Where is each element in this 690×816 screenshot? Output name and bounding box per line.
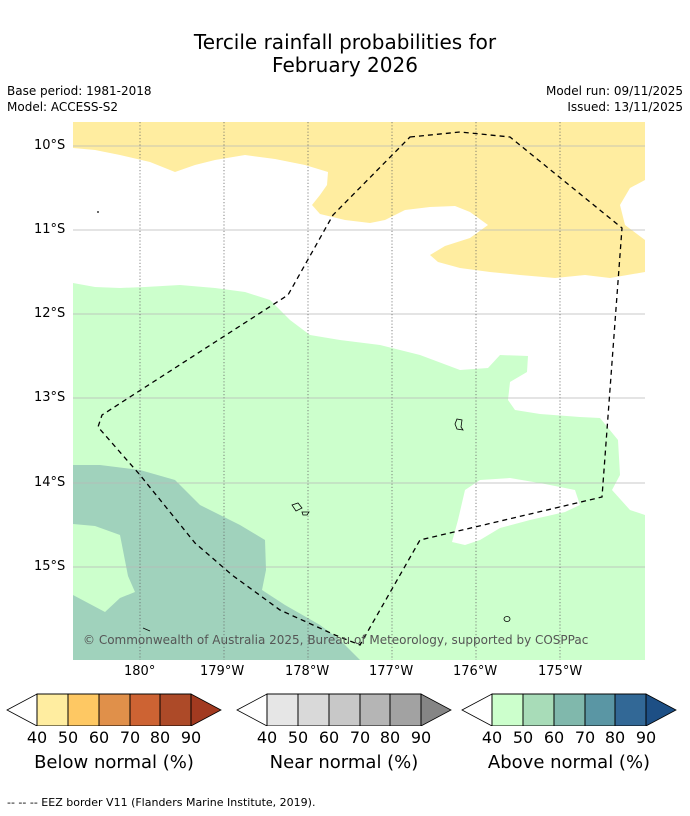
map-title: Tercile rainfall probabilities for Febru…: [0, 31, 690, 77]
tick-label: 50: [287, 728, 309, 747]
region-below-normal: [73, 122, 645, 278]
lat-gridlines: [73, 145, 645, 568]
legend-near-caption: Near normal (%): [269, 752, 419, 773]
tick-label: 50: [57, 728, 79, 747]
meta-right: Model run: 09/11/2025 Issued: 13/11/2025: [546, 83, 683, 115]
islet-dot: [97, 211, 99, 213]
islands: [142, 418, 511, 632]
title-line-2: February 2026: [272, 53, 418, 77]
legend-below-normal: 40 50 60 70 80 90 Below normal (%): [6, 690, 222, 773]
tick-label: 90: [410, 728, 432, 747]
tick-label: 60: [318, 728, 340, 747]
eez-footnote: -- -- -- EEZ border V11 (Flanders Marine…: [7, 796, 316, 809]
colorbar-near-swatch-80: [389, 693, 422, 727]
tick-label: 40: [26, 728, 48, 747]
title-line-1: Tercile rainfall probabilities for: [193, 30, 497, 54]
lat-label-15s: 15°S: [34, 559, 66, 574]
colorbar-above-swatch-70: [584, 693, 616, 727]
lat-label-14s: 14°S: [34, 475, 66, 490]
map-plot: [73, 122, 645, 660]
colorbar-near-swatch-60: [328, 693, 361, 727]
meta-left: Base period: 1981-2018 Model: ACCESS-S2: [7, 83, 152, 115]
colorbar-above-swatch-60: [553, 693, 586, 727]
colorbar-below-swatch-50: [67, 693, 100, 727]
lon-label-176w: 176°W: [453, 664, 498, 679]
lon-label-177w: 177°W: [369, 664, 414, 679]
colorbar-below-swatch-80: [159, 693, 192, 727]
colorbar-above: [461, 693, 677, 727]
legend-near-normal: 40 50 60 70 80 90 Near normal (%): [236, 690, 452, 773]
tick-label: 90: [635, 728, 657, 747]
base-period: Base period: 1981-2018: [7, 84, 152, 98]
colorbar-near-swatch-40: [266, 693, 299, 727]
lat-label-13s: 13°S: [34, 390, 66, 405]
colorbar-above-swatch-80: [614, 693, 647, 727]
colorbar-above-swatch-50: [522, 693, 555, 727]
tick-label: 80: [604, 728, 626, 747]
colorbar-above-min-arrow: [461, 693, 493, 727]
tick-label: 70: [574, 728, 596, 747]
colorbar-below: [6, 693, 222, 727]
region-above-normal-50: [73, 465, 360, 660]
legend-above-caption: Above normal (%): [487, 752, 651, 773]
lat-label-10s: 10°S: [34, 138, 66, 153]
lon-label-180: 180°: [124, 664, 156, 679]
colorbar-below-swatch-60: [98, 693, 131, 727]
colorbar-below-min-arrow: [6, 693, 38, 727]
colorbar-below-swatch-40: [36, 693, 69, 727]
tick-label: 80: [149, 728, 171, 747]
model-name: Model: ACCESS-S2: [7, 100, 119, 114]
tick-label: 70: [119, 728, 141, 747]
legend-above-normal: 40 50 60 70 80 90 Above normal (%): [461, 690, 677, 773]
colorbar-near-max-arrow: [420, 693, 452, 727]
tick-label: 90: [180, 728, 202, 747]
lon-label-178w: 178°W: [285, 664, 330, 679]
lon-label-179w: 179°W: [200, 664, 245, 679]
island-2: [291, 502, 303, 512]
tick-label: 70: [349, 728, 371, 747]
eez-border: [97, 131, 623, 646]
lat-label-12s: 12°S: [34, 306, 66, 321]
copyright-notice: © Commonwealth of Australia 2025, Bureau…: [83, 633, 589, 647]
legend-below-caption: Below normal (%): [34, 752, 194, 773]
tick-label: 50: [512, 728, 534, 747]
lon-label-175w: 175°W: [538, 664, 583, 679]
colorbar-near-swatch-50: [297, 693, 330, 727]
map-svg: [73, 122, 645, 660]
tick-label: 40: [256, 728, 278, 747]
tick-label: 40: [481, 728, 503, 747]
colorbar-above-max-arrow: [645, 693, 677, 727]
colorbar-near-min-arrow: [236, 693, 268, 727]
island-4: [503, 616, 511, 622]
tick-label: 60: [543, 728, 565, 747]
colorbar-near: [236, 693, 452, 727]
island-1: [454, 418, 464, 431]
tick-label: 60: [88, 728, 110, 747]
island-5: [142, 627, 151, 632]
issued-date: Issued: 13/11/2025: [567, 100, 683, 114]
tick-label: 80: [379, 728, 401, 747]
colorbar-below-swatch-70: [129, 693, 161, 727]
model-run: Model run: 09/11/2025: [545, 84, 683, 98]
region-white-hole: [452, 478, 580, 545]
island-3: [301, 511, 310, 516]
colorbar-above-swatch-40: [491, 693, 524, 727]
lat-label-11s: 11°S: [34, 222, 66, 237]
colorbar-near-swatch-70: [359, 693, 391, 727]
colorbar-below-max-arrow: [190, 693, 222, 727]
